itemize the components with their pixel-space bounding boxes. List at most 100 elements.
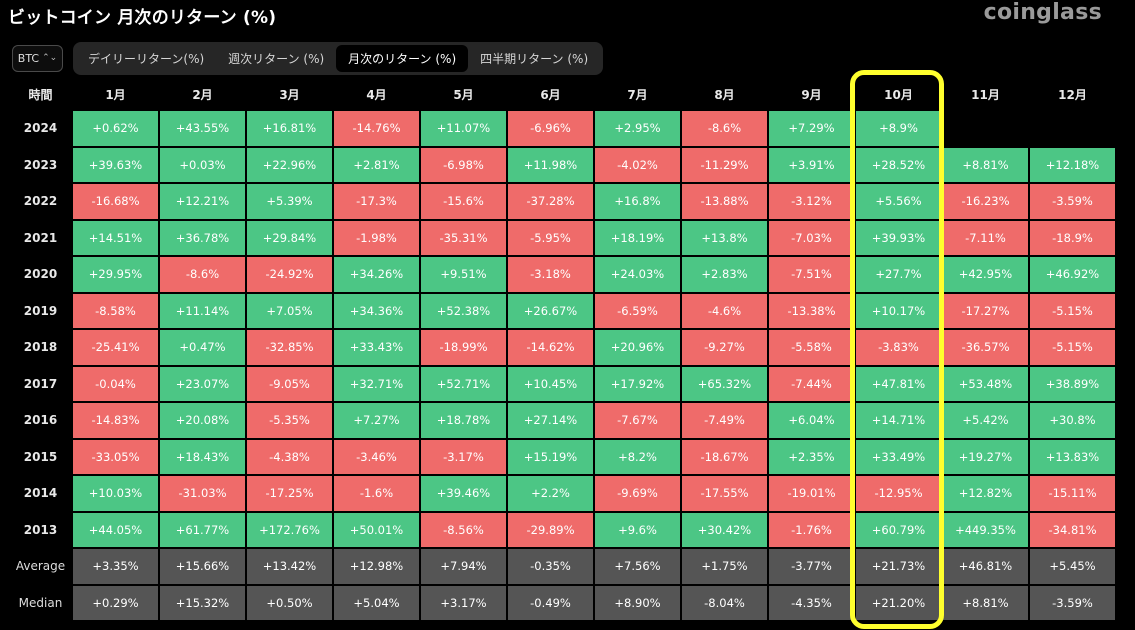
stat-cell: +15.32% [160,585,245,620]
return-cell: -29.89% [508,512,593,547]
stat-cell: +21.20% [856,585,941,620]
return-cell: +29.84% [247,220,332,255]
return-cell: +11.14% [160,293,245,328]
return-cell: +8.81% [943,147,1028,182]
return-cell: -3.17% [421,439,506,474]
column-header-month: 7月 [627,87,648,102]
return-cell: +24.03% [595,257,680,292]
column-header-month: 1月 [105,87,126,102]
column-header-time: 時間 [28,87,53,102]
return-cell: -3.83% [856,330,941,365]
table-row: 2023 +39.63% +0.03% +22.96% +2.81% -6.98% +11.… [10,147,1115,182]
column-header-month: 10月 [884,87,913,102]
year-label: 2017 [23,376,58,391]
return-cell: +13.8% [682,220,767,255]
return-cell: -33.05% [73,439,158,474]
return-cell: +0.47% [160,330,245,365]
return-cell: -24.92% [247,257,332,292]
return-cell: +30.8% [1030,403,1115,438]
asset-select[interactable]: BTC ⌃⌄ [12,45,63,72]
column-header-month: 2月 [192,87,213,102]
year-label: 2022 [23,194,58,209]
return-cell: -35.31% [421,220,506,255]
return-cell: -7.11% [943,220,1028,255]
return-cell: -7.03% [769,220,854,255]
return-cell: +34.36% [334,293,419,328]
return-cell: -1.98% [334,220,419,255]
return-cell: +20.96% [595,330,680,365]
return-cell: +16.8% [595,184,680,219]
return-cell: -13.38% [769,293,854,328]
stat-cell: -8.04% [682,585,767,620]
stat-cell: -4.35% [769,585,854,620]
year-label: 2020 [23,267,58,282]
return-cell: -5.95% [508,220,593,255]
stat-cell: +0.29% [73,585,158,620]
return-cell: +26.67% [508,293,593,328]
return-cell: +16.81% [247,111,332,146]
return-cell: +14.51% [73,220,158,255]
return-cell: +17.92% [595,366,680,401]
return-cell: -32.85% [247,330,332,365]
tab-daily-return[interactable]: デイリーリターン(%) [88,52,205,66]
return-cell: +2.2% [508,476,593,511]
stat-cell: -3.77% [769,549,854,584]
return-cell: +46.92% [1030,257,1115,292]
return-cell: +5.42% [943,403,1028,438]
year-label: 2014 [23,486,58,501]
table-row: 2019 -8.58% +11.14% +7.05% +34.36% +52.38% +26… [10,293,1115,328]
stat-row: Median +0.29% +15.32% +0.50% +5.04% +3.17% -0.… [10,585,1115,620]
return-cell: -7.49% [682,403,767,438]
return-cell: +11.07% [421,111,506,146]
stat-cell: +3.17% [421,585,506,620]
column-header-month: 12月 [1058,87,1087,102]
tab-monthly-return[interactable]: 月次のリターン (%) [336,45,469,72]
stat-cell: +5.45% [1030,549,1115,584]
return-cell: +43.55% [160,111,245,146]
tab-weekly-return[interactable]: 週次リターン (%) [228,52,325,66]
return-cell: +18.78% [421,403,506,438]
return-cell: +0.62% [73,111,158,146]
column-header-month: 11月 [971,87,1000,102]
tab-quarterly-return[interactable]: 四半期リターン (%) [480,52,589,66]
return-cell: -34.81% [1030,512,1115,547]
stat-cell: -0.35% [508,549,593,584]
return-cell: -19.01% [769,476,854,511]
stat-cell: +1.75% [682,549,767,584]
return-cell: +10.17% [856,293,941,328]
return-cell: +5.39% [247,184,332,219]
return-cell: +9.51% [421,257,506,292]
return-cell: -17.3% [334,184,419,219]
return-cell: -6.59% [595,293,680,328]
year-label: 2023 [23,157,58,172]
return-cell: -3.46% [334,439,419,474]
stat-row-label: Average [15,559,66,574]
return-cell: -15.6% [421,184,506,219]
return-cell: +23.07% [160,366,245,401]
stat-cell: -3.59% [1030,585,1115,620]
stat-cell: +21.73% [856,549,941,584]
return-cell: -6.96% [508,111,593,146]
return-cell: +3.91% [769,147,854,182]
return-cell: +38.89% [1030,366,1115,401]
return-cell: +15.19% [508,439,593,474]
return-cell: +12.21% [160,184,245,219]
return-cell: -9.69% [595,476,680,511]
stat-cell: +12.98% [334,549,419,584]
return-cell: -18.99% [421,330,506,365]
return-cell: -13.88% [682,184,767,219]
year-label: 2018 [23,340,58,355]
return-cell: -12.95% [856,476,941,511]
return-cell: -0.04% [73,366,158,401]
stat-row-label: Median [18,595,63,610]
return-cell: +8.2% [595,439,680,474]
return-cell: +8.9% [856,111,941,146]
return-cell: -4.6% [682,293,767,328]
return-cell: -9.05% [247,366,332,401]
return-cell: -17.55% [682,476,767,511]
year-label: 2021 [23,230,58,245]
return-cell: -18.67% [682,439,767,474]
return-cell: -36.57% [943,330,1028,365]
return-cell [943,111,1028,146]
stat-cell: +15.66% [160,549,245,584]
